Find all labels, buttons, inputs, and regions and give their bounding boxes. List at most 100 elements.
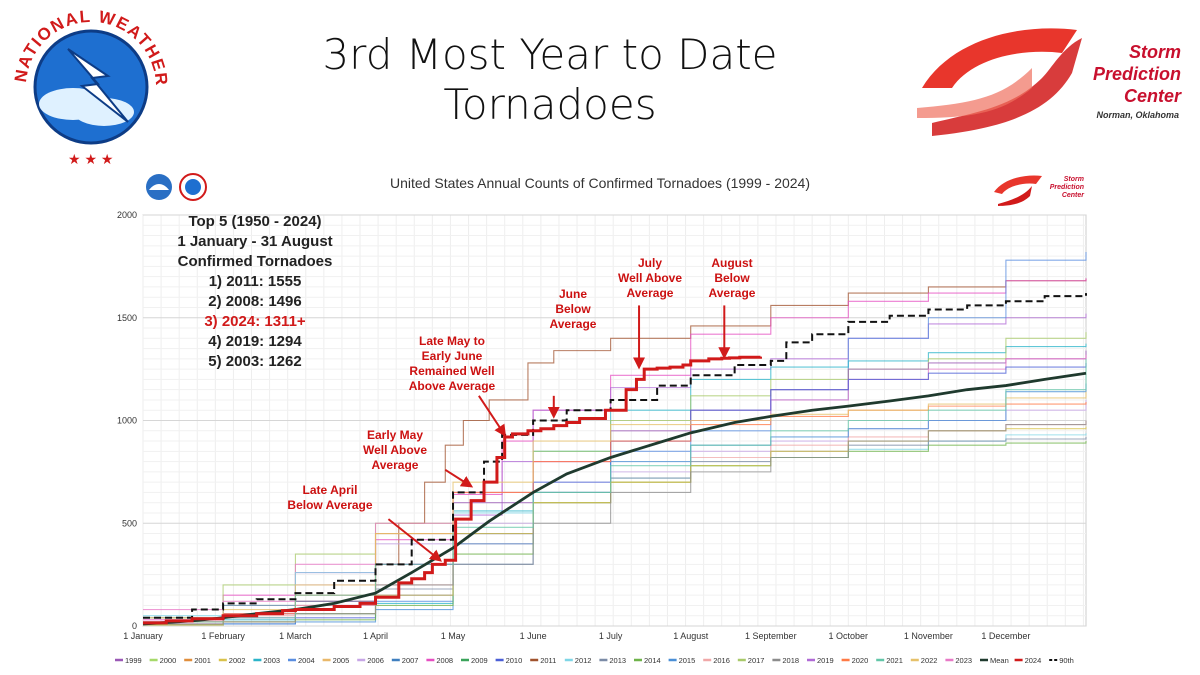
annotation-late-may: Late May to Early June Remained Well Abo… [390, 334, 514, 394]
small-spc-line1: Storm [1063, 176, 1084, 183]
y-tick-label: 500 [122, 518, 137, 528]
x-tick-label: 1 August [673, 631, 709, 641]
legend-label-Mean: Mean [990, 656, 1009, 665]
slide-title: 3rd Most Year to Date Tornadoes [250, 30, 850, 130]
legend-label-2006: 2006 [367, 656, 384, 665]
annotation-early-may-line1: Early May [366, 428, 424, 442]
series-line-2024 [143, 355, 762, 625]
annotation-august-line1: August [711, 256, 753, 270]
top5-entry-5: 5) 2003: 1262 [208, 353, 302, 370]
legend-label-1999: 1999 [125, 656, 142, 665]
series-line-2021 [143, 358, 1087, 623]
annotation-early-may: Early May Well Above Average [340, 428, 450, 473]
spc-small-swoosh-icon [994, 175, 1042, 206]
y-tick-label: 0 [132, 621, 137, 631]
x-tick-label: 1 May [441, 631, 466, 641]
slide-title-line2: Tornadoes [443, 80, 657, 129]
spc-logo-line3: Center [1123, 86, 1181, 106]
y-tick-label: 1000 [117, 416, 137, 426]
spc-logo-location: Norman, Oklahoma [1096, 110, 1179, 120]
legend-label-2017: 2017 [748, 656, 765, 665]
legend-label-2021: 2021 [886, 656, 903, 665]
x-tick-label: 1 September [745, 631, 797, 641]
x-tick-label: 1 January [123, 631, 163, 641]
annotation-late-april: Late April Below Average [265, 483, 395, 513]
annotation-july-line1: July [637, 256, 662, 270]
legend-label-2008: 2008 [436, 656, 453, 665]
arrow-late-may [478, 395, 507, 437]
top5-entry-2: 2) 2008: 1496 [208, 293, 302, 310]
legend-label-2007: 2007 [402, 656, 419, 665]
slide-title-line1: 3rd Most Year to Date [322, 30, 778, 79]
chart-title: United States Annual Counts of Confirmed… [390, 175, 810, 191]
y-tick-label: 1500 [117, 313, 137, 323]
legend-label-2022: 2022 [921, 656, 938, 665]
chart-lines [142, 251, 1087, 626]
x-tick-label: 1 June [520, 631, 547, 641]
legend-label-2020: 2020 [852, 656, 869, 665]
annotation-late-may-line4: Above Average [408, 379, 496, 393]
annotation-june-line3: Average [549, 317, 597, 331]
top5-entry-3: 3) 2024: 1311+ [204, 313, 306, 330]
x-tick-label: 1 February [201, 631, 245, 641]
x-tick-label: 1 April [363, 631, 388, 641]
small-spc-logo: Storm Prediction Center [990, 172, 1090, 208]
annotation-july-line3: Average [626, 286, 674, 300]
top5-entry-4: 4) 2019: 1294 [208, 333, 302, 350]
top5-title2: 1 January - 31 August [177, 233, 333, 250]
annotation-arrows [387, 305, 731, 562]
nws-logo-icon: NATIONAL WEATHER SERVICE ★ ★ ★ [8, 4, 171, 167]
annotation-july-line2: Well Above [617, 271, 682, 285]
legend-label-2010: 2010 [506, 656, 523, 665]
legend-label-2024: 2024 [1025, 656, 1042, 665]
arrow-early-may [444, 468, 474, 488]
series-line-2022 [143, 391, 1087, 619]
legend-label-2003: 2003 [263, 656, 280, 665]
legend-label-2011: 2011 [540, 656, 556, 665]
x-tick-label: 1 October [829, 631, 869, 641]
legend-label-2015: 2015 [679, 656, 696, 665]
annotation-august-line2: Below [714, 271, 750, 285]
legend-label-2002: 2002 [229, 656, 246, 665]
annotation-june-line1: June [558, 287, 587, 301]
top5-box: Top 5 (1950 - 2024) 1 January - 31 Augus… [150, 212, 360, 372]
legend-label-2004: 2004 [298, 656, 315, 665]
series-line-2017 [143, 332, 1087, 619]
svg-text:★ ★ ★: ★ ★ ★ [68, 151, 113, 167]
annotation-july: July Well Above Average [604, 256, 696, 301]
top5-title3: Confirmed Tornadoes [177, 253, 333, 270]
small-spc-line3: Center [1061, 192, 1084, 199]
top5-entry-1: 1) 2011: 1555 [208, 273, 302, 290]
legend-label-2009: 2009 [471, 656, 488, 665]
chart-legend: 1999 2000 2001 2002 2003 2004 2005 2006 2007 2008… [115, 656, 1074, 665]
spc-logo-line1: Storm [1128, 42, 1181, 62]
legend-label-2013: 2013 [609, 656, 626, 665]
annotation-early-may-line3: Average [371, 458, 419, 472]
series-line-90th [143, 293, 1087, 619]
annotation-early-may-line2: Well Above [362, 443, 427, 457]
spc-logo: Storm Prediction Center Norman, Oklahoma [912, 18, 1187, 148]
annotation-late-may-line1: Late May to [418, 334, 485, 348]
annotation-late-may-line2: Early June [421, 349, 483, 363]
legend-label-2023: 2023 [955, 656, 972, 665]
spc-logo-line2: Prediction [1092, 64, 1181, 84]
x-tick-label: 1 March [279, 631, 312, 641]
legend-label-2001: 2001 [194, 656, 211, 665]
legend-label-2018: 2018 [782, 656, 799, 665]
legend-label-2005: 2005 [333, 656, 350, 665]
spc-swoosh-icon [917, 28, 1082, 136]
legend-label-2014: 2014 [644, 656, 661, 665]
x-tick-label: 1 December [981, 631, 1030, 641]
noaa-nws-small-logos [146, 173, 207, 201]
small-spc-line2: Prediction [1049, 184, 1084, 191]
annotation-august-line3: Average [708, 286, 756, 300]
annotation-late-april-line1: Late April [302, 483, 358, 497]
legend-label-2012: 2012 [575, 656, 592, 665]
legend-label-2019: 2019 [817, 656, 834, 665]
y-tick-label: 2000 [117, 210, 137, 220]
annotation-late-april-line2: Below Average [287, 498, 373, 512]
annotation-late-may-line3: Remained Well [409, 364, 495, 378]
arrow-late-april [387, 518, 442, 562]
annotation-august: August Below Average [692, 256, 772, 301]
